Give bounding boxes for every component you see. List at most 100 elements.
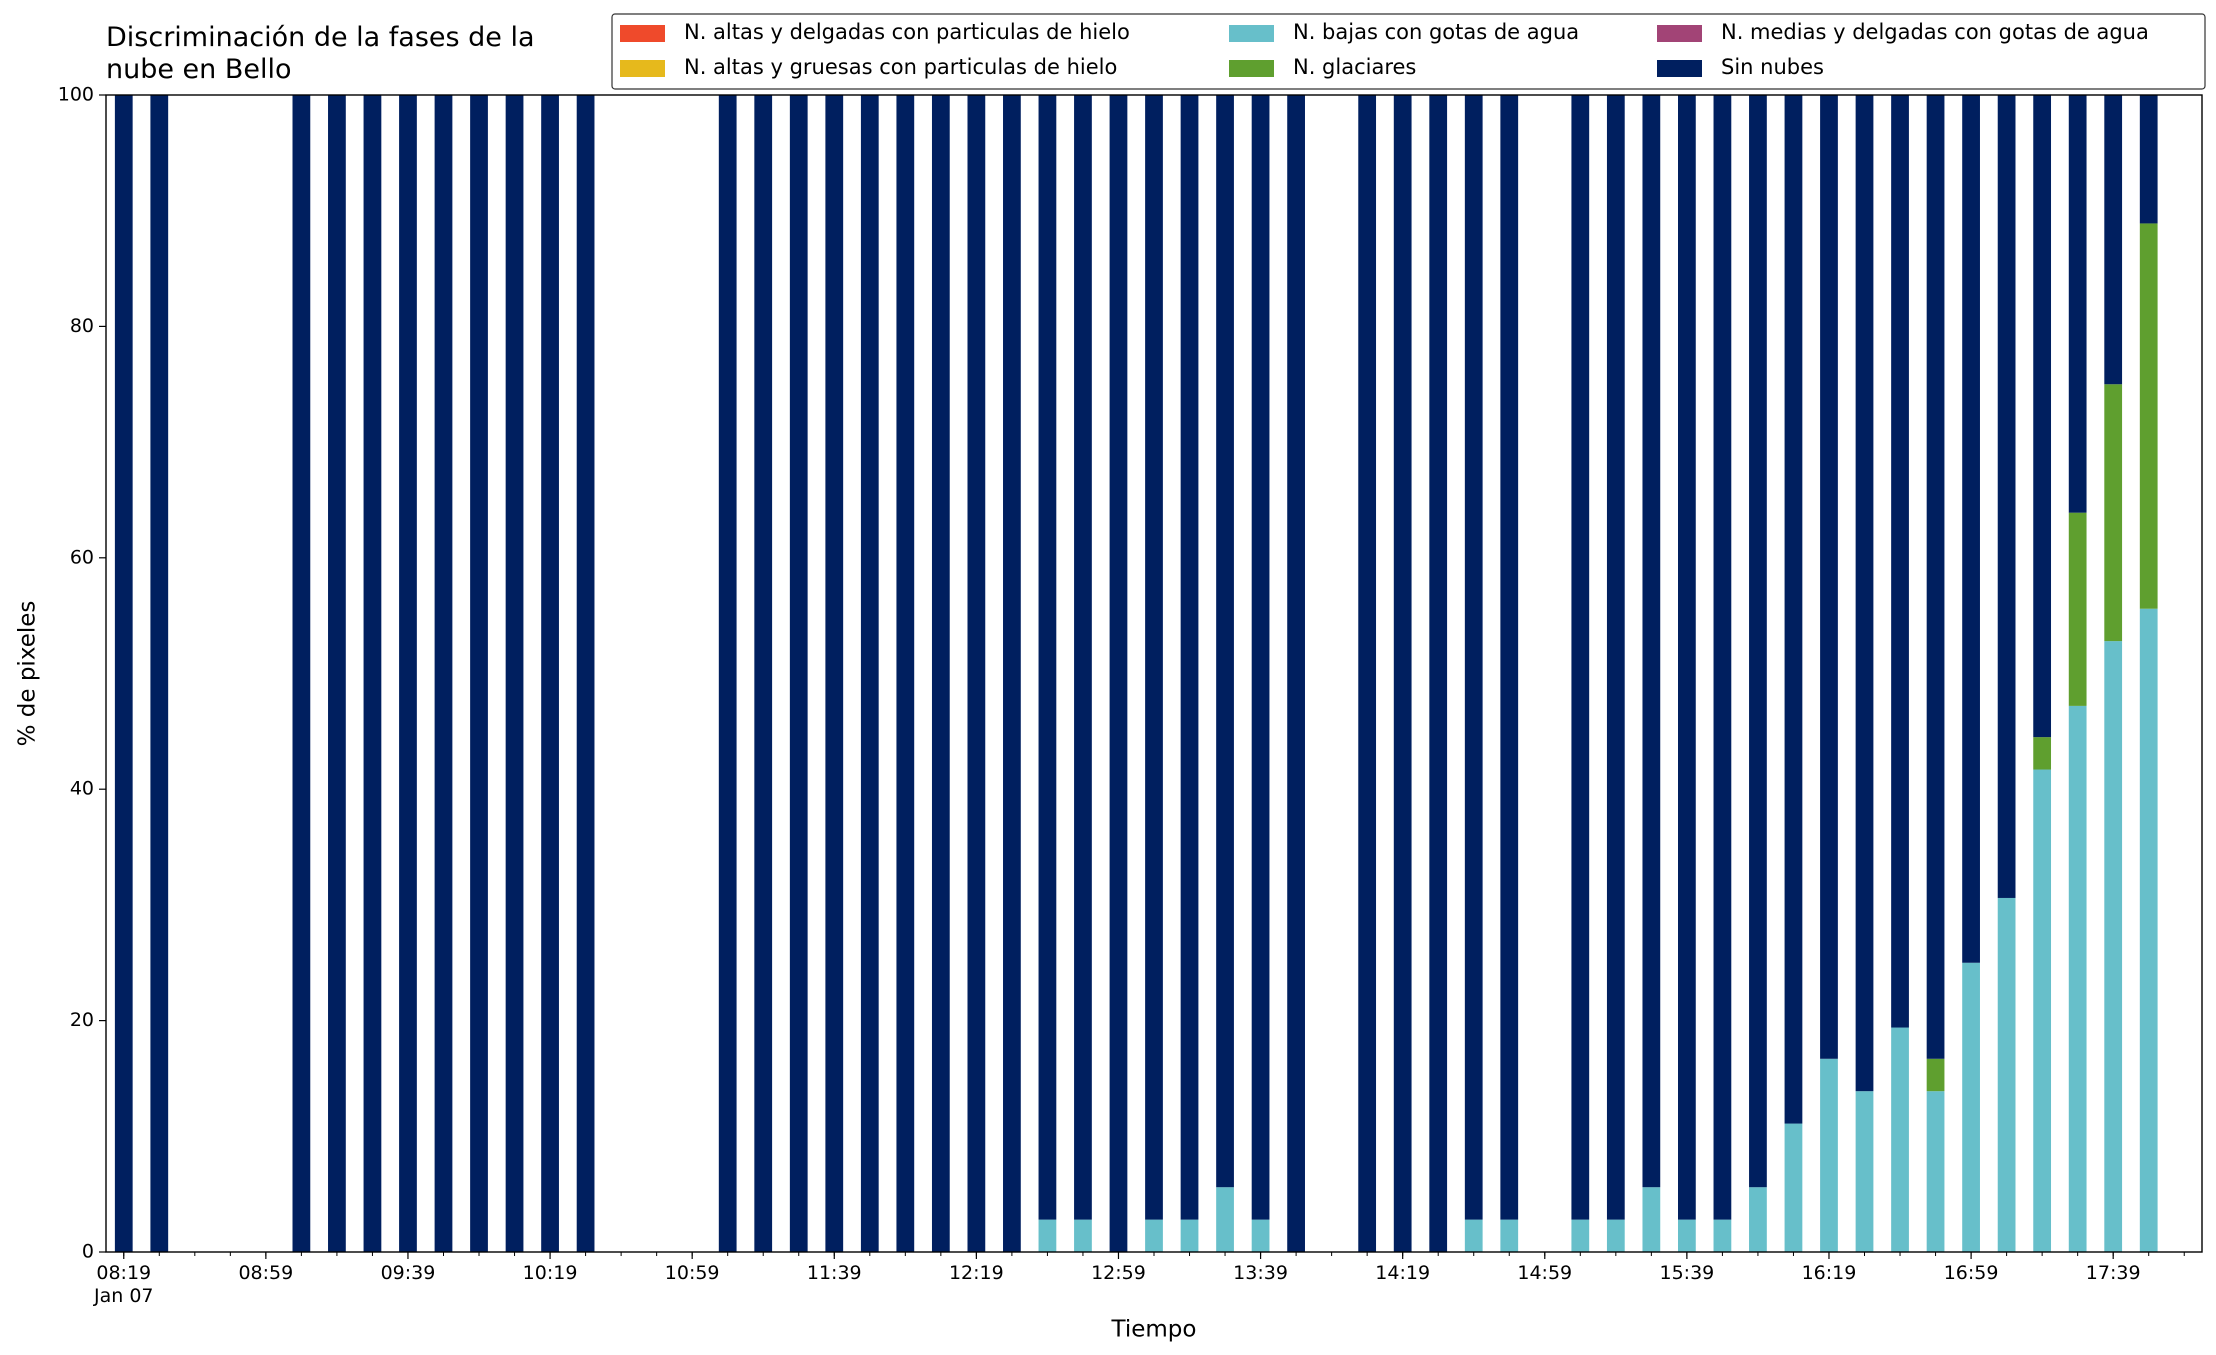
y-axis-label: % de pixeles [15, 601, 41, 747]
bar-segment [114, 95, 133, 1252]
bar-segment [1464, 95, 1483, 1220]
bar-segment [1962, 962, 1980, 1252]
bar-segment [1251, 1219, 1270, 1252]
x-tick-label: 14:19 [1375, 1262, 1431, 1284]
bar-segment [1962, 95, 1980, 963]
bar-segment [1713, 95, 1732, 1220]
bar-segment [1642, 95, 1661, 1188]
bar-segment [2068, 705, 2087, 1252]
y-tick-label: 0 [82, 1241, 94, 1263]
bar-segment [718, 95, 737, 1252]
bar-segment [896, 95, 915, 1252]
bar-segment [2104, 384, 2123, 642]
legend-swatch [1229, 60, 1274, 77]
bar-segment [931, 95, 950, 1252]
bar-segment [505, 95, 524, 1252]
bar-segment [1820, 95, 1838, 1059]
bar-segment [1003, 95, 1021, 1252]
bar-segment [1074, 1219, 1092, 1252]
bar-segment [967, 95, 986, 1252]
legend-box [611, 13, 2206, 90]
legend-swatch [620, 60, 665, 77]
x-tick-label: 10:19 [522, 1262, 578, 1284]
bar-segment [2033, 95, 2052, 738]
bar-segment [1678, 1219, 1696, 1252]
bar-segment [1038, 95, 1057, 1220]
bar-segment [860, 95, 879, 1252]
legend-label: N. altas y gruesas con particulas de hie… [684, 55, 1117, 79]
y-tick-label: 60 [70, 546, 94, 568]
bar-segment [1926, 1058, 1945, 1092]
bar-segment [150, 95, 169, 1252]
bar-segment [292, 95, 311, 1252]
bar-segment [1926, 95, 1945, 1059]
bar-segment [825, 95, 844, 1252]
legend-label: N. altas y delgadas con particulas de hi… [684, 20, 1130, 44]
legend-label: Sin nubes [1721, 55, 1824, 79]
bar-segment [1571, 1219, 1590, 1252]
bar-segment [2139, 95, 2158, 224]
bar-segment [1713, 1219, 1732, 1252]
bar-segment [434, 95, 453, 1252]
bar-segment [1429, 95, 1448, 1252]
bar-segment [1145, 1219, 1163, 1252]
bar-segment [1855, 95, 1874, 1092]
bar-segment [1784, 95, 1803, 1124]
bar-segment [1216, 1187, 1234, 1252]
bar-segment [2139, 608, 2158, 1252]
y-tick-label: 80 [70, 315, 94, 337]
bar-segment [2104, 641, 2123, 1252]
bar-segment [1749, 1187, 1767, 1252]
bar-segment [1997, 95, 2016, 898]
x-tick-label: 17:39 [2085, 1262, 2141, 1284]
bar-segment [1180, 95, 1199, 1220]
bar-segment [1145, 95, 1163, 1220]
bar-segment [1464, 1219, 1483, 1252]
bar-segment [1606, 1219, 1625, 1252]
bar-segment [399, 95, 417, 1252]
x-tick-label: 08:59 [238, 1262, 294, 1284]
x-tick-label: 08:19 Jan 07 [93, 1262, 154, 1307]
x-tick-label: 15:39 [1659, 1262, 1715, 1284]
bar-segment [789, 95, 808, 1252]
bar-segment [1500, 1219, 1519, 1252]
bar-segment [754, 95, 773, 1252]
bar-segment [1749, 95, 1767, 1188]
bar-segment [1180, 1219, 1199, 1252]
bar-segment [1606, 95, 1625, 1220]
x-tick-label: 16:19 [1801, 1262, 1857, 1284]
bar-segment [1287, 95, 1305, 1252]
bar-segment [1038, 1219, 1057, 1252]
bar-segment [576, 95, 595, 1252]
x-tick-label: 09:39 [380, 1262, 436, 1284]
x-tick-label: 11:39 [806, 1262, 862, 1284]
bar-segment [2104, 95, 2123, 385]
bar-segment [1891, 1027, 1909, 1252]
bar-segment [2068, 95, 2087, 513]
y-tick-label: 40 [70, 778, 94, 800]
bar-segment [1571, 95, 1590, 1220]
y-tick-label: 20 [70, 1009, 94, 1031]
bar-segment [1358, 95, 1377, 1252]
legend-swatch [1229, 25, 1274, 42]
x-tick-label: 12:19 [948, 1262, 1004, 1284]
bar-segment [1251, 95, 1270, 1220]
chart-title: Discriminación de la fases de la nube en… [106, 22, 535, 85]
bar-segment [328, 95, 346, 1252]
bar-segment [1784, 1123, 1803, 1252]
bar-segment [1500, 95, 1519, 1220]
x-tick-label: 10:59 [664, 1262, 720, 1284]
bar-segment [2033, 737, 2052, 770]
legend-label: N. bajas con gotas de agua [1293, 20, 1579, 44]
bar-segment [1997, 897, 2016, 1252]
bar-segment [1074, 95, 1092, 1220]
legend-label: N. glaciares [1293, 55, 1416, 79]
bar-segment [2033, 769, 2052, 1252]
bar-segment [1642, 1187, 1661, 1252]
bar-segment [2139, 223, 2158, 609]
bar-segment [1820, 1058, 1838, 1252]
x-axis-label: Tiempo [1111, 1317, 1197, 1343]
bar-segment [1216, 95, 1234, 1188]
